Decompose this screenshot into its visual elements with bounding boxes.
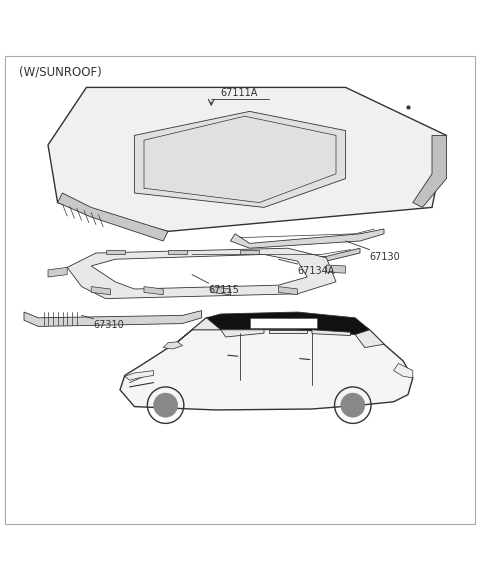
Polygon shape <box>269 330 307 333</box>
Polygon shape <box>326 265 346 273</box>
Text: 67111A: 67111A <box>221 88 258 98</box>
Polygon shape <box>120 316 413 410</box>
Polygon shape <box>106 250 125 254</box>
Polygon shape <box>230 229 384 248</box>
Text: 67310: 67310 <box>94 320 124 330</box>
Polygon shape <box>178 318 221 342</box>
Polygon shape <box>240 250 259 254</box>
Polygon shape <box>125 370 154 380</box>
Polygon shape <box>24 310 202 327</box>
Polygon shape <box>192 312 370 335</box>
Polygon shape <box>91 287 110 295</box>
Circle shape <box>154 393 178 417</box>
Polygon shape <box>134 112 346 208</box>
Polygon shape <box>48 268 67 277</box>
Polygon shape <box>413 135 446 208</box>
Text: 67115: 67115 <box>209 285 240 295</box>
Polygon shape <box>168 250 187 254</box>
Polygon shape <box>48 87 446 231</box>
Polygon shape <box>312 330 350 336</box>
Polygon shape <box>250 318 317 328</box>
Polygon shape <box>394 364 413 378</box>
Circle shape <box>341 393 365 417</box>
Polygon shape <box>211 287 230 295</box>
Polygon shape <box>278 287 298 295</box>
Polygon shape <box>91 254 307 289</box>
Polygon shape <box>355 330 384 347</box>
Polygon shape <box>67 248 336 299</box>
Polygon shape <box>58 193 168 241</box>
Polygon shape <box>144 287 163 295</box>
Polygon shape <box>163 342 182 349</box>
Text: 67134A: 67134A <box>298 266 335 276</box>
Text: (W/SUNROOF): (W/SUNROOF) <box>19 66 102 79</box>
Text: 67130: 67130 <box>370 251 400 262</box>
Polygon shape <box>182 248 360 266</box>
Polygon shape <box>221 330 264 337</box>
